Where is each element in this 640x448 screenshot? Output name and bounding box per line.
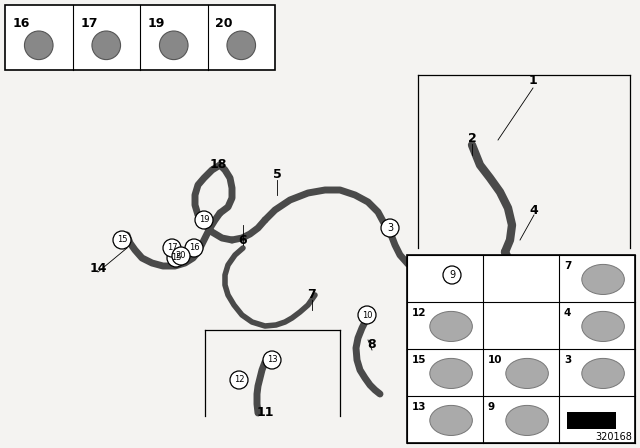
- Text: 15: 15: [412, 355, 426, 365]
- Text: 12: 12: [412, 308, 426, 318]
- Text: 2: 2: [468, 132, 476, 145]
- Text: 7: 7: [308, 289, 316, 302]
- Circle shape: [381, 219, 399, 237]
- Ellipse shape: [582, 264, 625, 294]
- Circle shape: [113, 231, 131, 249]
- Text: 8: 8: [368, 339, 376, 352]
- Ellipse shape: [430, 405, 472, 435]
- Ellipse shape: [582, 358, 625, 388]
- Text: 14: 14: [89, 262, 107, 275]
- Circle shape: [172, 247, 190, 265]
- Circle shape: [185, 239, 203, 257]
- Circle shape: [24, 31, 53, 60]
- Text: 9: 9: [488, 402, 495, 412]
- Text: 18: 18: [209, 159, 227, 172]
- Text: 13: 13: [412, 402, 426, 412]
- Text: 9: 9: [449, 270, 455, 280]
- Bar: [407, 255, 635, 443]
- Text: 13: 13: [267, 356, 277, 365]
- Ellipse shape: [430, 311, 472, 341]
- Text: 10: 10: [488, 355, 502, 365]
- Text: 20: 20: [176, 251, 186, 260]
- Ellipse shape: [506, 405, 548, 435]
- Text: 4: 4: [564, 308, 572, 318]
- Text: 19: 19: [148, 17, 165, 30]
- Text: 320168: 320168: [595, 432, 632, 442]
- Ellipse shape: [506, 358, 548, 388]
- Circle shape: [358, 306, 376, 324]
- Circle shape: [159, 31, 188, 60]
- Circle shape: [443, 266, 461, 284]
- Text: 10: 10: [362, 310, 372, 319]
- Circle shape: [163, 239, 181, 257]
- Text: 17: 17: [166, 244, 177, 253]
- Circle shape: [263, 351, 281, 369]
- Circle shape: [195, 211, 213, 229]
- Text: 17: 17: [81, 17, 98, 30]
- Bar: [567, 413, 616, 429]
- Text: 11: 11: [256, 405, 274, 418]
- Text: 16: 16: [13, 17, 30, 30]
- Text: 15: 15: [171, 254, 181, 263]
- Text: 3: 3: [387, 223, 393, 233]
- Text: 19: 19: [199, 215, 209, 224]
- Text: 15: 15: [116, 236, 127, 245]
- Bar: [5, 5, 275, 70]
- Ellipse shape: [582, 311, 625, 341]
- Text: 12: 12: [234, 375, 244, 384]
- Text: 5: 5: [273, 168, 282, 181]
- Circle shape: [230, 371, 248, 389]
- Circle shape: [227, 31, 255, 60]
- Circle shape: [92, 31, 120, 60]
- Circle shape: [167, 249, 185, 267]
- Text: 20: 20: [216, 17, 233, 30]
- Text: 6: 6: [239, 233, 247, 246]
- Text: 16: 16: [189, 244, 199, 253]
- Text: 7: 7: [564, 261, 572, 271]
- Ellipse shape: [430, 358, 472, 388]
- Text: 1: 1: [529, 73, 538, 86]
- Text: 3: 3: [564, 355, 572, 365]
- Text: 4: 4: [530, 203, 538, 216]
